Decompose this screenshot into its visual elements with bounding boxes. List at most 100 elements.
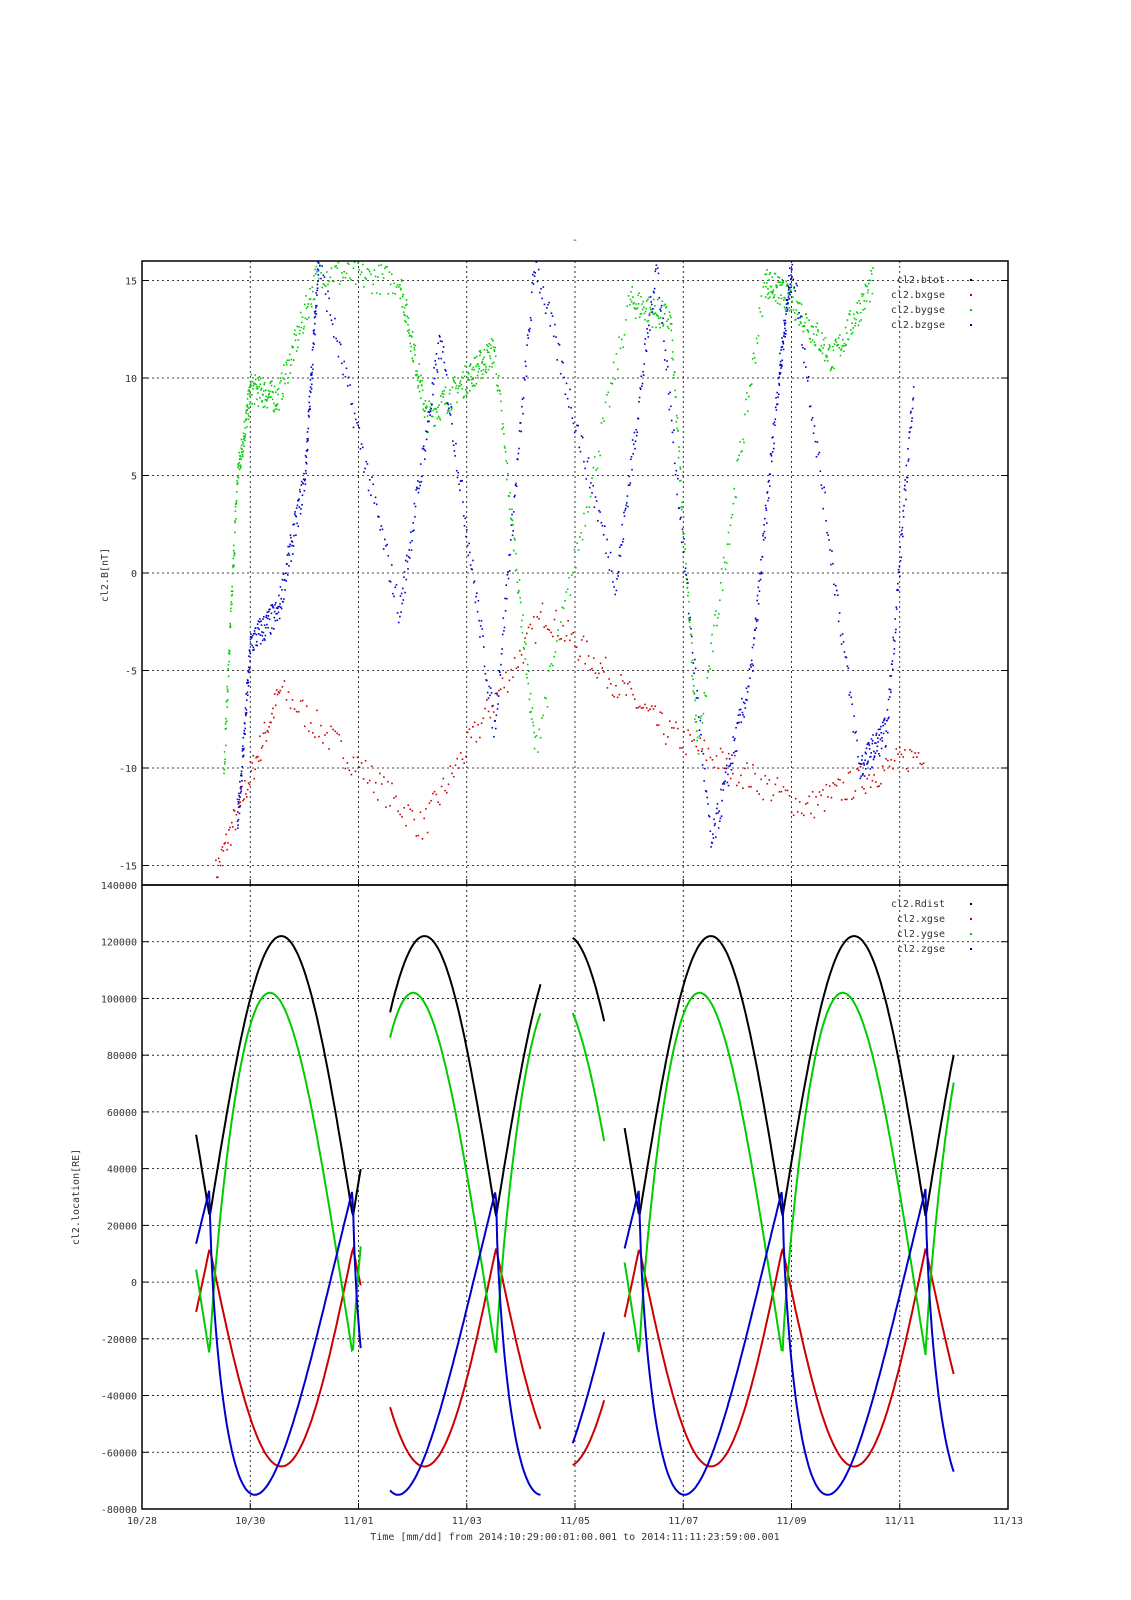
- data-point: [312, 290, 314, 293]
- data-point: [315, 306, 317, 309]
- data-point: [841, 339, 844, 341]
- data-point: [713, 824, 716, 827]
- data-point: [466, 544, 469, 547]
- data-point: [411, 336, 413, 338]
- data-point: [613, 586, 615, 588]
- data-point: [272, 707, 274, 710]
- data-point: [385, 544, 387, 547]
- data-point: [444, 789, 446, 792]
- data-point: [871, 292, 874, 295]
- data-point: [239, 467, 242, 469]
- data-point: [534, 736, 537, 738]
- data-point: [366, 782, 369, 784]
- data-point: [301, 699, 304, 702]
- data-point: [837, 778, 840, 780]
- data-point: [424, 458, 426, 460]
- data-point: [381, 783, 383, 785]
- data-point: [518, 589, 520, 592]
- data-point: [827, 534, 829, 536]
- data-point: [387, 780, 389, 783]
- data-point: [426, 406, 428, 408]
- data-point: [844, 656, 847, 658]
- data-point: [306, 440, 308, 443]
- data-point: [420, 374, 422, 377]
- data-point: [793, 286, 796, 289]
- data-point: [866, 763, 868, 765]
- data-point: [521, 405, 523, 408]
- data-point: [303, 303, 306, 306]
- data-point: [294, 329, 296, 332]
- data-point: [248, 650, 251, 653]
- data-point: [240, 770, 243, 772]
- data-point: [565, 635, 568, 637]
- data-point: [779, 364, 781, 367]
- data-point: [479, 736, 481, 739]
- data-point: [246, 398, 249, 400]
- data-point: [883, 718, 886, 721]
- data-point: [620, 673, 622, 676]
- data-point: [233, 810, 236, 812]
- data-point: [528, 698, 531, 701]
- data-point: [249, 638, 252, 641]
- data-point: [826, 355, 828, 358]
- data-point: [499, 688, 502, 690]
- data-point: [844, 326, 847, 329]
- data-point: [828, 344, 831, 346]
- data-point: [242, 754, 245, 757]
- data-point: [416, 373, 419, 376]
- data-point: [676, 427, 678, 430]
- data-point: [399, 813, 401, 816]
- data-point: [421, 384, 423, 387]
- data-point: [293, 513, 296, 515]
- data-point: [787, 292, 789, 294]
- data-point: [366, 463, 369, 465]
- data-point: [242, 736, 245, 739]
- data-point: [744, 707, 747, 709]
- data-point: [854, 322, 857, 325]
- data-point: [219, 864, 222, 867]
- data-point: [774, 406, 777, 409]
- data-point: [762, 534, 764, 537]
- data-point: [268, 394, 270, 396]
- data-point: [640, 312, 643, 315]
- data-point: [305, 307, 308, 310]
- location-panel-y-ticks: -80000-60000-40000-200000200004000060000…: [101, 881, 137, 1516]
- data-point: [267, 395, 269, 398]
- data-point: [851, 331, 854, 334]
- data-point: [381, 273, 384, 275]
- data-point: [546, 706, 549, 708]
- data-point: [734, 496, 737, 498]
- data-point: [278, 409, 281, 411]
- data-point: [698, 735, 701, 737]
- data-point: [257, 379, 260, 381]
- data-point: [630, 687, 633, 690]
- data-point: [641, 385, 643, 387]
- data-point: [860, 775, 862, 778]
- data-point: [501, 422, 504, 425]
- data-point: [663, 359, 666, 361]
- data-point: [883, 769, 886, 772]
- data-point: [258, 385, 260, 388]
- data-point: [881, 765, 884, 767]
- data-point: [888, 716, 890, 719]
- data-point: [723, 781, 725, 784]
- data-point: [564, 600, 566, 602]
- data-point: [400, 288, 402, 291]
- data-point: [246, 425, 248, 428]
- data-point: [516, 581, 519, 583]
- data-point: [890, 758, 893, 761]
- data-point: [282, 573, 285, 575]
- data-point: [419, 463, 422, 465]
- data-point: [352, 426, 355, 429]
- data-point: [627, 682, 629, 685]
- data-point: [871, 742, 874, 745]
- data-point: [244, 439, 246, 442]
- data-point: [541, 297, 543, 300]
- data-point: [892, 668, 894, 671]
- data-point: [394, 293, 397, 295]
- data-point: [666, 360, 668, 362]
- data-point: [229, 624, 232, 627]
- data-point: [340, 740, 343, 742]
- data-point: [298, 488, 301, 491]
- data-point: [496, 384, 498, 387]
